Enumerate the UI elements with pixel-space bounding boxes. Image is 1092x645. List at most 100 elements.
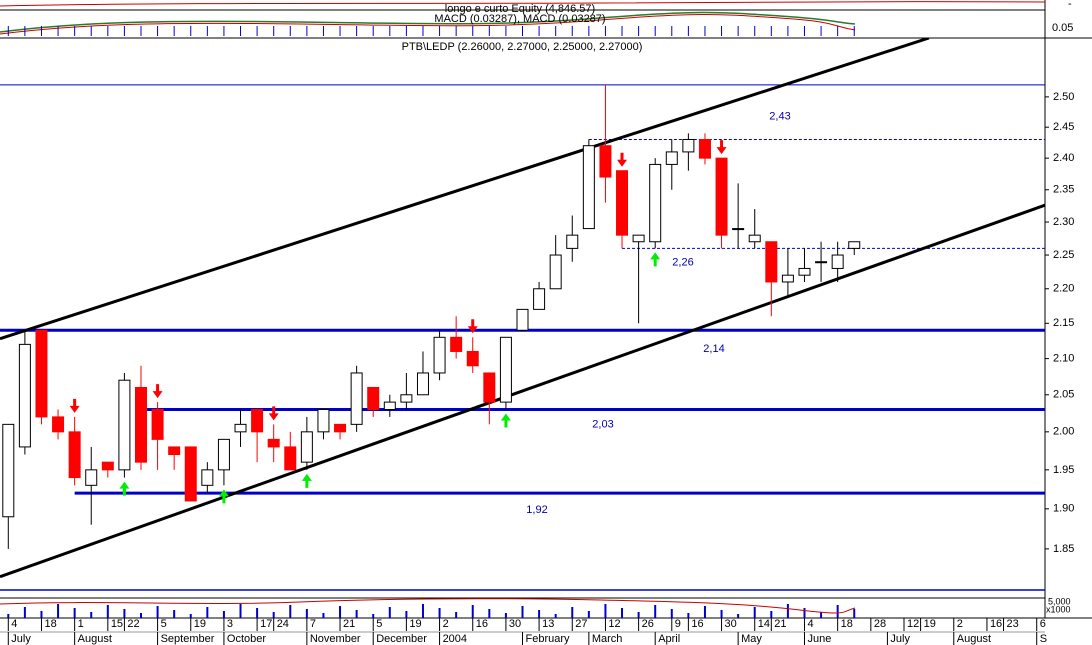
x-tick-label: 5	[376, 618, 382, 630]
y-tick-label: 2.15	[1053, 317, 1074, 329]
candle-body	[450, 336, 463, 352]
month-label: October	[227, 633, 266, 645]
x-tick-label: 23	[1007, 618, 1019, 630]
candle-body	[748, 234, 761, 243]
candle-body	[499, 336, 512, 403]
x-tick-label: 21	[774, 618, 786, 630]
candle-body	[267, 438, 280, 448]
buy-arrow	[119, 481, 130, 496]
month-label: August	[78, 633, 112, 645]
candle-body	[533, 288, 546, 310]
y-tick-label: 2.40	[1053, 152, 1074, 164]
x-tick-label: 30	[509, 618, 521, 630]
sell-arrow	[617, 152, 628, 167]
x-tick-label: 13	[542, 618, 554, 630]
month-label: November	[310, 633, 361, 645]
candle-body	[566, 234, 579, 249]
x-tick-label: 21	[343, 618, 355, 630]
candle-body	[134, 386, 147, 463]
month-label: December	[376, 633, 427, 645]
candle-body	[350, 372, 363, 425]
candle-body	[616, 170, 629, 236]
buy-arrow	[500, 413, 511, 428]
month-label: 2004	[443, 633, 467, 645]
candle-body	[101, 461, 114, 471]
level-label: 2,43	[769, 110, 790, 122]
sell-arrow	[152, 384, 163, 399]
candle-body	[217, 438, 230, 471]
candle-body	[52, 416, 65, 433]
candle-body	[599, 145, 612, 178]
candle-body	[400, 394, 413, 403]
candle-body	[118, 379, 131, 471]
macd-signal-line	[0, 14, 856, 35]
x-tick-label: 16	[476, 618, 488, 630]
candle-body	[433, 336, 446, 374]
month-label: July	[890, 633, 910, 645]
y-tick-label: 2.20	[1053, 283, 1074, 295]
candle-body	[732, 228, 745, 231]
month-label: February	[526, 633, 571, 645]
x-tick-label: 2	[443, 618, 449, 630]
month-label: April	[658, 633, 680, 645]
y-tick-label: 1.95	[1053, 464, 1074, 476]
x-tick-label: 18	[44, 618, 56, 630]
level-label: 2,03	[592, 418, 613, 430]
sell-arrow	[716, 140, 727, 155]
sell-arrow	[268, 406, 279, 421]
indicator-tick-label: 0.05	[1052, 22, 1073, 34]
buy-arrow	[301, 473, 312, 488]
x-tick-label: 19	[409, 618, 421, 630]
x-tick-label: 14	[758, 618, 770, 630]
indicator-title: longo e curto Equity (4,846.57)	[445, 3, 595, 15]
candle-body	[151, 408, 164, 440]
candle-body	[815, 261, 828, 264]
candle-body	[765, 241, 778, 283]
macd-line	[0, 11, 856, 33]
candle-body	[317, 408, 330, 433]
x-tick-label: 19	[194, 618, 206, 630]
month-label: May	[741, 633, 762, 645]
x-tick-label: 18	[841, 618, 853, 630]
x-tick-label: 2	[957, 618, 963, 630]
candle-body	[284, 446, 297, 471]
y-tick-label: 1.90	[1053, 503, 1074, 515]
y-tick-label: 2.05	[1053, 389, 1074, 401]
month-label: July	[11, 633, 31, 645]
candle-body	[665, 151, 678, 165]
month-label: September	[161, 633, 215, 645]
x-tick-label: 15	[111, 618, 123, 630]
candle-body	[483, 372, 496, 403]
candle-body	[201, 469, 214, 486]
indicator-subtitle: MACD (0.03287), MACD (0.03287)	[434, 13, 605, 25]
x-tick-label: 27	[575, 618, 587, 630]
x-tick-label: 5	[161, 618, 167, 630]
candle-body	[781, 274, 794, 283]
indicator-tick-label: -	[1068, 0, 1072, 10]
candle-body	[300, 431, 313, 463]
volume-unit: x1000	[1046, 604, 1071, 614]
trend-line	[0, 38, 930, 341]
x-tick-label: 26	[642, 618, 654, 630]
candle-body	[2, 423, 15, 518]
y-tick-label: 2.45	[1053, 121, 1074, 133]
trend-line	[0, 203, 1045, 579]
candle-body	[516, 308, 529, 331]
x-tick-label: 16	[990, 618, 1002, 630]
month-label: August	[957, 633, 991, 645]
equity-line	[0, 1, 1046, 7]
x-tick-label: 1	[78, 618, 84, 630]
y-tick-label: 2.35	[1053, 184, 1074, 196]
candle-body	[466, 350, 479, 367]
candle-body	[35, 329, 48, 418]
x-tick-label: 7	[310, 618, 316, 630]
candle-body	[168, 446, 181, 456]
chart-title: PTB\LEDP (2.26000, 2.27000, 2.25000, 2.2…	[402, 41, 643, 53]
y-tick-label: 2.10	[1053, 353, 1074, 365]
candle-body	[848, 241, 861, 249]
x-tick-label: 9	[675, 618, 681, 630]
macd-histogram	[7, 26, 855, 36]
level-label: 2,14	[703, 343, 724, 355]
candle-body	[582, 145, 595, 230]
